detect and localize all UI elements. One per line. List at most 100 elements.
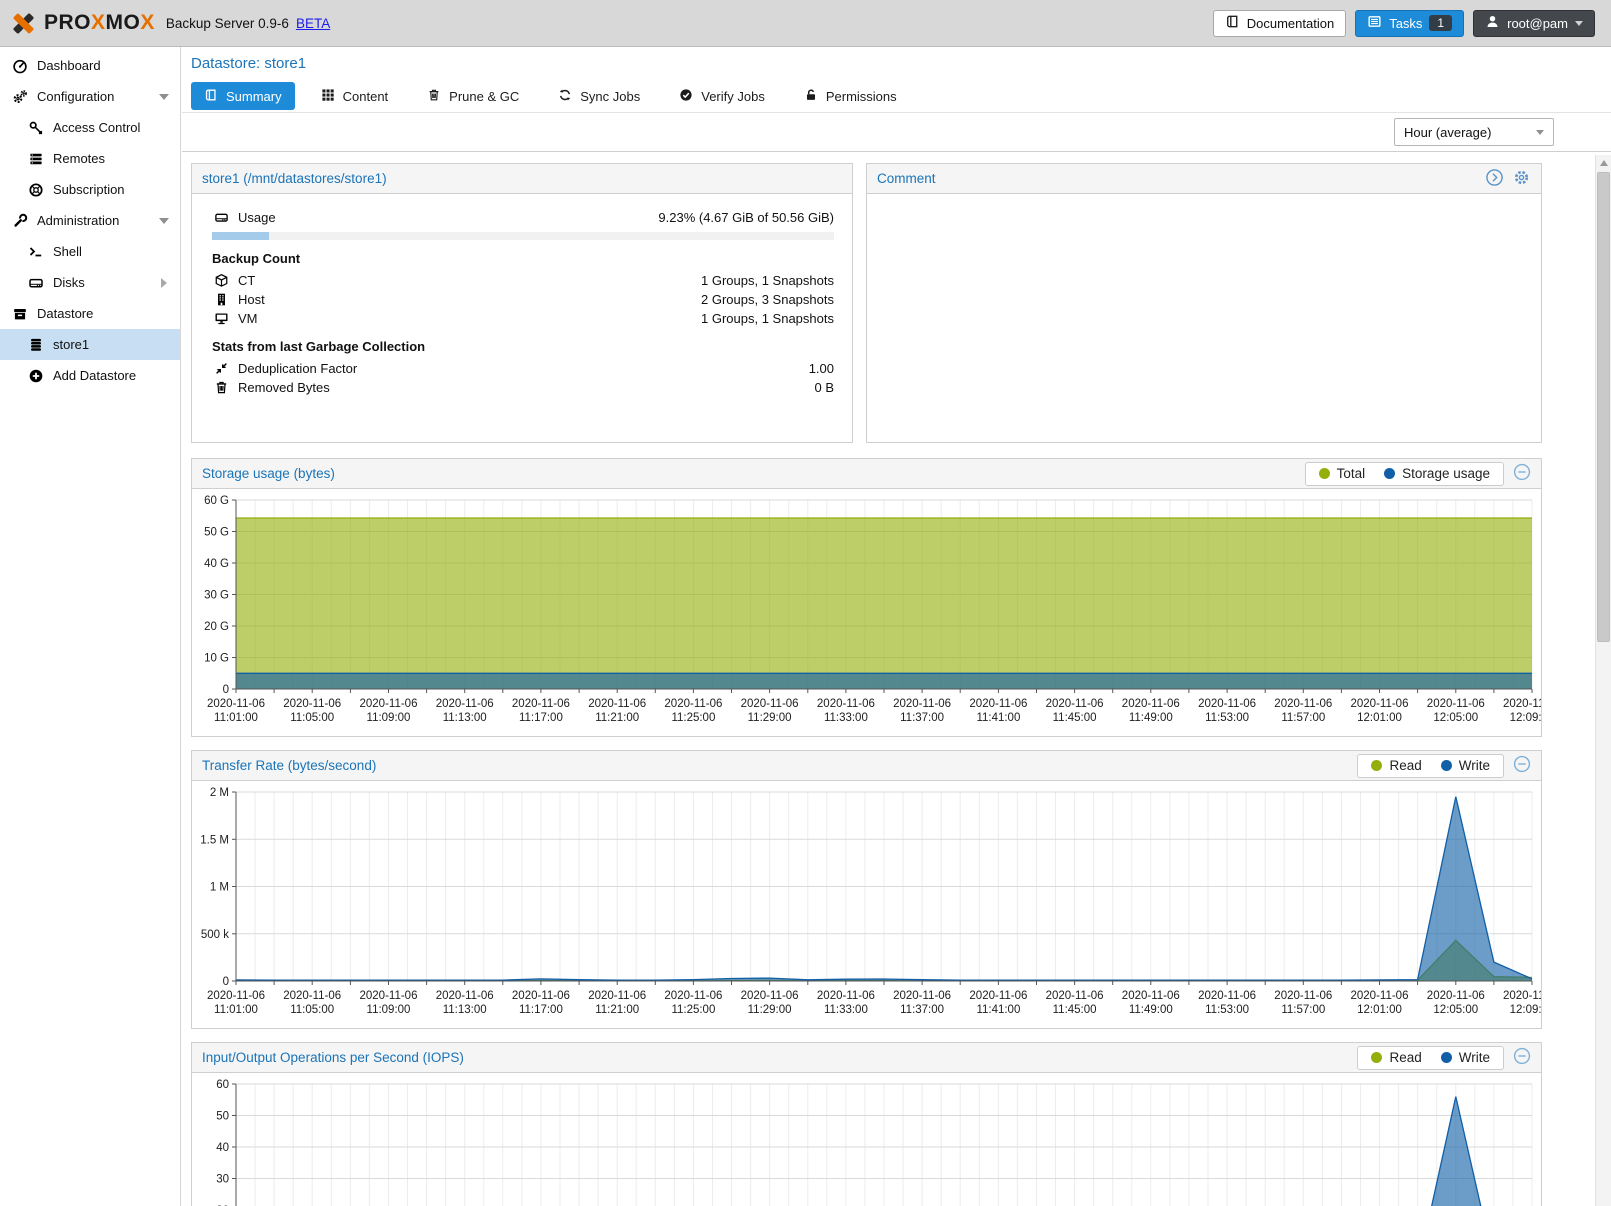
svg-text:2020-11-06: 2020-11-06 — [512, 698, 570, 710]
svg-text:1 M: 1 M — [210, 882, 229, 894]
legend-item[interactable]: Read — [1371, 758, 1422, 773]
tasks-button[interactable]: Tasks 1 — [1355, 9, 1465, 37]
sidebar-item-datastore[interactable]: Datastore — [0, 298, 180, 329]
gears-icon — [11, 89, 28, 105]
vertical-scrollbar[interactable] — [1595, 155, 1611, 1206]
tab-summary[interactable]: Summary — [191, 82, 295, 110]
tasks-count-badge: 1 — [1429, 15, 1453, 31]
book-icon — [1225, 14, 1240, 32]
tab-prune-gc[interactable]: Prune & GC — [414, 82, 532, 110]
documentation-button[interactable]: Documentation — [1212, 9, 1347, 37]
panel-header: store1 (/mnt/datastores/store1) — [192, 164, 852, 194]
legend-item[interactable]: Write — [1440, 758, 1490, 773]
svg-text:2020-11-06: 2020-11-06 — [207, 698, 265, 710]
svg-text:11:29:00: 11:29:00 — [748, 712, 792, 724]
svg-text:2020-11-06: 2020-11-06 — [436, 990, 494, 1002]
beta-link[interactable]: BETA — [295, 15, 331, 31]
tab-sync-jobs[interactable]: Sync Jobs — [545, 82, 653, 110]
svg-text:2020-11-06: 2020-11-06 — [207, 990, 265, 1002]
svg-text:0: 0 — [223, 976, 229, 988]
time-range-select[interactable]: Hour (average) — [1394, 118, 1554, 146]
check-circle-icon — [679, 88, 693, 105]
sidebar-item-add-datastore[interactable]: Add Datastore — [0, 360, 180, 391]
trash-icon — [427, 88, 441, 105]
svg-text:2020-11-06: 2020-11-06 — [1351, 990, 1409, 1002]
chart-title: Input/Output Operations per Second (IOPS… — [202, 1050, 464, 1065]
chart-legend: Read Write — [1357, 1045, 1504, 1070]
chevron-down-icon — [1536, 129, 1544, 135]
svg-text:0: 0 — [223, 684, 229, 696]
legend-item[interactable]: Total — [1318, 466, 1365, 481]
storage-usage-chart: 0 10 G 20 G 30 G 40 G 50 G 60 G 2020-11-06 11:01… — [192, 489, 1541, 735]
chart-legend: Read Write — [1357, 753, 1504, 778]
database-icon — [27, 337, 44, 353]
dedup-label: Deduplication Factor — [238, 361, 358, 376]
remotes-icon — [27, 151, 44, 167]
collapse-icon[interactable] — [1513, 755, 1531, 776]
sidebar-item-subscription[interactable]: Subscription — [0, 174, 180, 205]
usage-label: Usage — [238, 210, 276, 225]
count-row-host: Host 2 Groups, 3 Snapshots — [212, 290, 834, 309]
scroll-up-arrow-icon[interactable] — [1600, 160, 1608, 166]
legend-dot-icon — [1440, 760, 1452, 771]
sidebar-item-shell[interactable]: Shell — [0, 236, 180, 267]
tab-content[interactable]: Content — [308, 82, 402, 110]
page-title: Datastore: store1 — [191, 55, 307, 72]
svg-text:2020-11-06: 2020-11-06 — [1503, 698, 1541, 710]
svg-text:40: 40 — [216, 1142, 229, 1154]
comment-body[interactable] — [867, 194, 1541, 442]
tab-label: Sync Jobs — [580, 88, 641, 104]
svg-text:11:57:00: 11:57:00 — [1281, 1004, 1325, 1016]
time-range-value: Hour (average) — [1404, 124, 1492, 140]
sidebar-item-access-control[interactable]: Access Control — [0, 112, 180, 143]
svg-text:20 G: 20 G — [204, 621, 229, 633]
svg-text:2020-11-06: 2020-11-06 — [1046, 698, 1104, 710]
transfer-rate-chart: 0 500 k 1 M 1.5 M 2 M 2020-11-06 11:01:00 2020-… — [192, 781, 1541, 1027]
legend-item[interactable]: Write — [1440, 1050, 1490, 1065]
svg-text:2020-11-06: 2020-11-06 — [1427, 698, 1485, 710]
expand-chevron-circle-icon[interactable] — [1485, 168, 1504, 190]
svg-text:11:01:00: 11:01:00 — [214, 712, 258, 724]
brand-text-segment: MO — [105, 11, 141, 34]
usage-value: 9.23% (4.67 GiB of 50.56 GiB) — [658, 210, 834, 225]
sidebar-item-configuration[interactable]: Configuration — [0, 81, 180, 112]
chart-title: Transfer Rate (bytes/second) — [202, 758, 377, 773]
panel-title: store1 (/mnt/datastores/store1) — [202, 171, 387, 186]
svg-text:2020-11-06: 2020-11-06 — [969, 990, 1027, 1002]
scrollbar-thumb[interactable] — [1597, 172, 1610, 642]
task-list-icon — [1367, 14, 1382, 32]
tab-permissions[interactable]: Permissions — [791, 82, 910, 110]
user-menu-button[interactable]: root@pam — [1473, 9, 1595, 37]
panel-header: Transfer Rate (bytes/second) Read Write — [192, 751, 1541, 781]
collapse-icon[interactable] — [1513, 463, 1531, 484]
svg-text:11:05:00: 11:05:00 — [290, 1004, 334, 1016]
cube-icon — [212, 273, 230, 288]
tab-verify-jobs[interactable]: Verify Jobs — [666, 82, 778, 110]
svg-text:11:33:00: 11:33:00 — [824, 1004, 868, 1016]
sidebar-item-administration[interactable]: Administration — [0, 205, 180, 236]
sidebar-item-remotes[interactable]: Remotes — [0, 143, 180, 174]
count-row-vm: VM 1 Groups, 1 Snapshots — [212, 309, 834, 328]
collapse-icon[interactable] — [1513, 1047, 1531, 1068]
svg-text:2020-11-06: 2020-11-06 — [1427, 990, 1485, 1002]
chart-toolbar: Hour (average) — [182, 112, 1611, 152]
usage-progressbar — [212, 232, 834, 240]
removed-bytes-value: 0 B — [814, 380, 834, 395]
sidebar-item-disks[interactable]: Disks — [0, 267, 180, 298]
legend-label: Read — [1389, 1050, 1422, 1065]
iops-chart: 01020304050602020-11-0611:01:002020-11-0… — [192, 1073, 1541, 1206]
count-value: 1 Groups, 1 Snapshots — [701, 311, 834, 326]
gear-icon[interactable] — [1512, 168, 1531, 190]
svg-text:30 G: 30 G — [204, 590, 229, 602]
sidebar-item-label: Configuration — [37, 89, 115, 104]
svg-text:2020-11-06: 2020-11-06 — [1198, 990, 1256, 1002]
svg-text:60: 60 — [216, 1079, 229, 1091]
legend-item[interactable]: Read — [1371, 1050, 1422, 1065]
sidebar-item-dashboard[interactable]: Dashboard — [0, 50, 180, 81]
legend-item[interactable]: Storage usage — [1384, 466, 1490, 481]
svg-text:30: 30 — [216, 1174, 229, 1186]
svg-text:2020-11-06: 2020-11-06 — [1351, 698, 1409, 710]
svg-text:2020-11-06: 2020-11-06 — [360, 990, 418, 1002]
sidebar-item-store1[interactable]: store1 — [0, 329, 180, 360]
svg-text:40 G: 40 G — [204, 558, 229, 570]
